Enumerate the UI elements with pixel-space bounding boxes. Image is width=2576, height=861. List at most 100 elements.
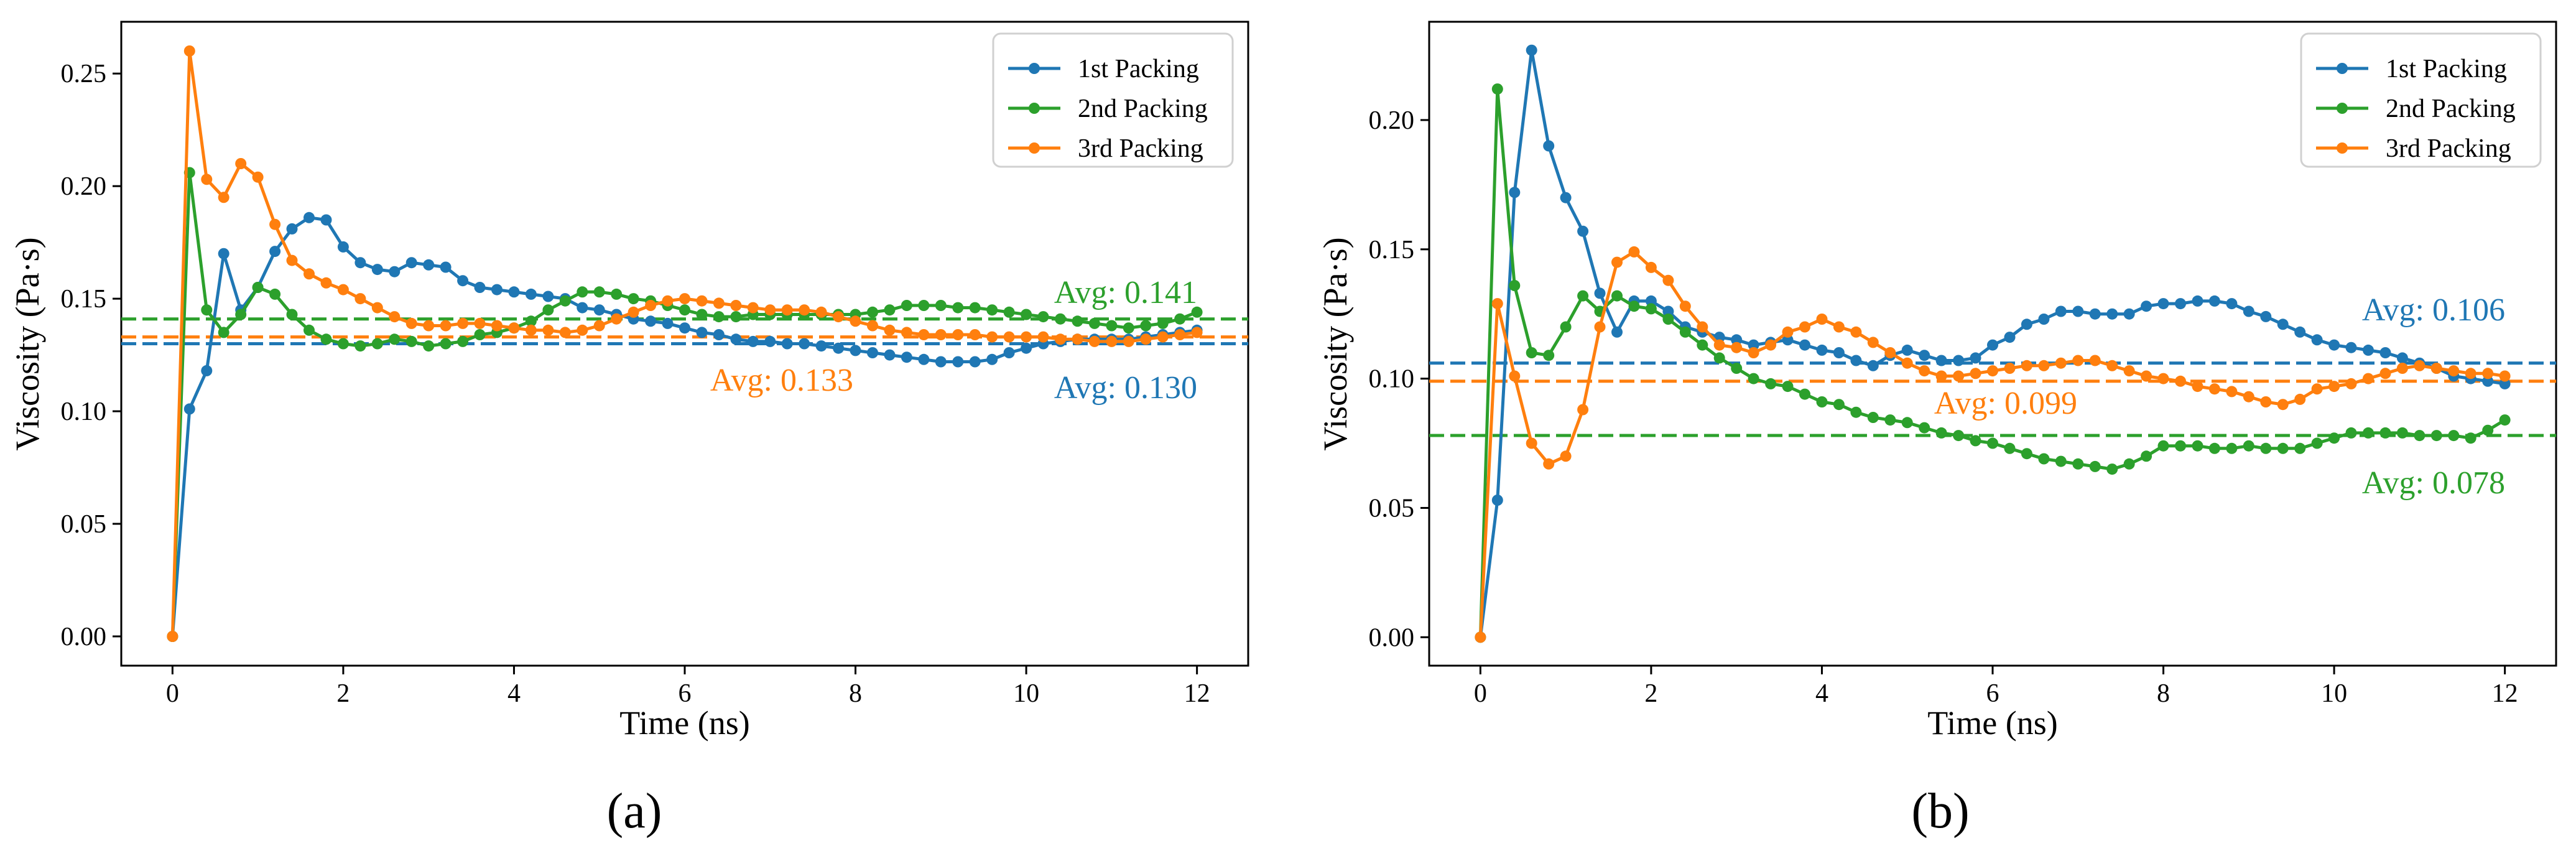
data-point: [2123, 308, 2135, 320]
data-point: [1919, 365, 1930, 377]
data-point: [952, 329, 964, 340]
data-point: [1697, 339, 1708, 351]
data-point: [935, 300, 947, 311]
data-point: [542, 324, 554, 336]
panel-a: 0 2 4 6 8 10 12 0.00 0.05 0.10 0.15 0.20 0.25 Avg: 0…: [9, 21, 1249, 839]
data-point: [1953, 355, 1965, 366]
panel-label: (b): [1911, 784, 1969, 839]
data-point: [867, 306, 878, 318]
data-point: [2499, 414, 2511, 426]
data-point: [2226, 298, 2238, 310]
data-point: [1543, 350, 1555, 361]
data-point: [1662, 314, 1674, 325]
y-tick-label: 0.10: [61, 398, 107, 426]
data-point: [252, 171, 264, 183]
data-point: [320, 333, 332, 345]
data-point: [918, 353, 930, 365]
data-point: [303, 324, 315, 336]
x-tick-label: 2: [1644, 679, 1657, 708]
data-point: [2260, 442, 2272, 454]
data-point: [286, 254, 298, 266]
data-point: [320, 214, 332, 226]
data-point: [2055, 305, 2067, 317]
data-point: [1157, 317, 1169, 329]
data-point: [457, 335, 469, 347]
y-tick-label: 0.00: [61, 623, 107, 651]
data-point: [201, 365, 213, 376]
data-point: [986, 331, 998, 343]
data-point: [320, 277, 332, 289]
x-tick-label: 0: [166, 679, 179, 708]
data-point: [1577, 290, 1589, 302]
y-tick-label: 0.15: [1369, 236, 1415, 264]
legend-marker: [2337, 63, 2348, 74]
average-label: Avg: 0.130: [1054, 370, 1197, 406]
data-point: [1833, 321, 1845, 333]
data-point: [1037, 311, 1049, 323]
x-tick-label: 10: [1013, 679, 1039, 708]
data-point: [1055, 313, 1066, 325]
data-point: [2226, 442, 2238, 454]
data-point: [440, 338, 452, 350]
data-point: [2175, 440, 2186, 452]
data-point: [1106, 320, 1118, 332]
data-point: [884, 349, 896, 361]
legend-marker: [2337, 103, 2348, 114]
data-point: [2328, 432, 2340, 444]
data-point: [1594, 321, 1606, 333]
data-point: [833, 311, 845, 323]
data-point: [2243, 391, 2254, 403]
data-point: [1645, 261, 1657, 273]
data-point: [1560, 192, 1572, 203]
data-point: [2465, 432, 2476, 444]
data-point: [1140, 320, 1152, 332]
data-point: [491, 320, 503, 332]
data-point: [2072, 458, 2084, 470]
data-point: [354, 340, 366, 352]
data-point: [2379, 347, 2391, 358]
data-point: [901, 327, 912, 338]
data-point: [2277, 399, 2289, 411]
legend-marker: [1029, 63, 1040, 74]
data-point: [696, 309, 708, 320]
y-tick-label: 0.20: [61, 172, 107, 201]
data-point: [525, 315, 537, 327]
data-point: [269, 288, 281, 300]
average-label: Avg: 0.133: [710, 363, 853, 398]
data-point: [2448, 365, 2460, 377]
data-point: [1850, 406, 1862, 418]
data-point: [2430, 363, 2442, 374]
data-point: [1765, 339, 1777, 351]
data-point: [781, 304, 793, 316]
data-point: [1003, 347, 1015, 358]
data-point: [2294, 442, 2306, 454]
data-point: [611, 313, 623, 325]
data-point: [1662, 274, 1674, 286]
data-point: [2089, 460, 2101, 472]
data-point: [2345, 342, 2357, 353]
data-point: [1713, 352, 1725, 364]
data-point: [1526, 347, 1537, 358]
data-point: [371, 338, 383, 350]
data-point: [1003, 306, 1015, 318]
legend-label: 2nd Packing: [1078, 95, 1208, 123]
data-point: [1833, 399, 1845, 411]
data-point: [2141, 370, 2152, 382]
data-point: [525, 288, 537, 300]
data-point: [371, 264, 383, 276]
legend-marker: [1029, 142, 1040, 154]
panel-b: 0 2 4 6 8 10 12 0.00 0.05 0.10 0.15 0.20 Avg: 0.106…: [1317, 21, 2557, 839]
data-point: [1748, 347, 1759, 358]
data-series: [1475, 44, 2511, 643]
data-point: [1543, 458, 1555, 470]
data-point: [235, 158, 247, 169]
data-point: [354, 293, 366, 305]
y-tick-label: 0.05: [61, 510, 107, 539]
data-point: [2294, 326, 2306, 338]
average-label: Avg: 0.099: [1934, 386, 2077, 421]
average-label: Avg: 0.141: [1054, 275, 1197, 310]
data-point: [679, 304, 690, 316]
data-point: [2004, 363, 2016, 374]
data-point: [1140, 333, 1152, 345]
data-point: [969, 356, 981, 368]
